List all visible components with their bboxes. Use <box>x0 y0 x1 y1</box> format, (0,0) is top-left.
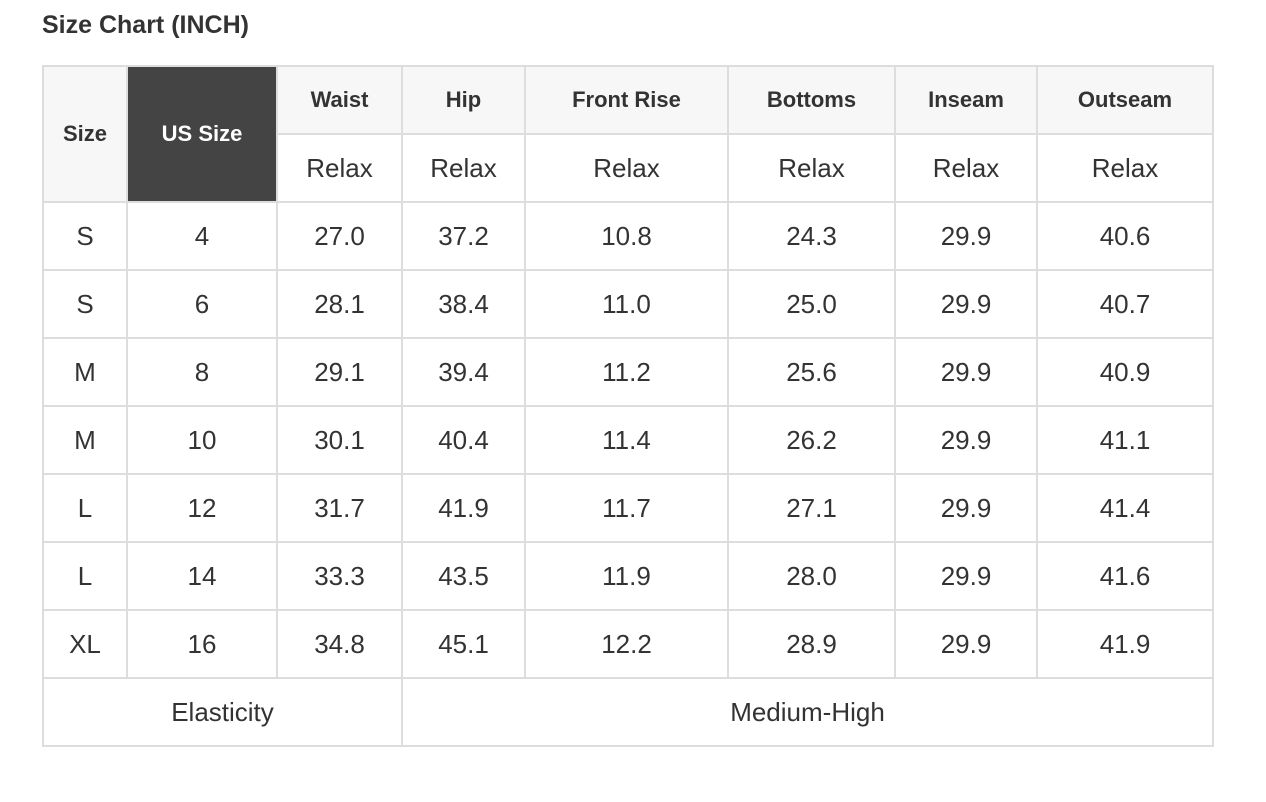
table-cell: M <box>42 337 128 407</box>
table-cell: 45.1 <box>401 609 526 679</box>
table-cell: 28.1 <box>276 269 403 339</box>
header-cell: Outseam <box>1036 65 1214 135</box>
table-cell: 25.6 <box>727 337 896 407</box>
table-cell: 40.7 <box>1036 269 1214 339</box>
table-row: S 6 28.1 38.4 11.0 25.0 29.9 40.7 <box>42 269 1214 339</box>
table-cell: 41.9 <box>1036 609 1214 679</box>
table-cell: 29.9 <box>894 201 1038 271</box>
table-cell: 16 <box>126 609 278 679</box>
table-cell: 29.1 <box>276 337 403 407</box>
subheader-row: Relax Relax Relax Relax Relax Relax <box>43 133 1214 203</box>
table-cell: 41.6 <box>1036 541 1214 611</box>
table-row: L 14 33.3 43.5 11.9 28.0 29.9 41.6 <box>42 541 1214 611</box>
header-row: Size US Size Waist Hip Front Rise Bottoms In… <box>42 65 1214 203</box>
table-cell: 12.2 <box>524 609 729 679</box>
table-cell: 28.0 <box>727 541 896 611</box>
table-cell: 6 <box>126 269 278 339</box>
table-row: M 10 30.1 40.4 11.4 26.2 29.9 41.1 <box>42 405 1214 475</box>
table-head: Size US Size Waist Hip Front Rise Bottoms In… <box>42 65 1214 203</box>
subheader-cell: Relax <box>401 133 526 203</box>
table-cell: 31.7 <box>276 473 403 543</box>
table-cell: 40.6 <box>1036 201 1214 271</box>
table-cell: 33.3 <box>276 541 403 611</box>
table-cell: 26.2 <box>727 405 896 475</box>
table-cell: 41.1 <box>1036 405 1214 475</box>
table-row: XL 16 34.8 45.1 12.2 28.9 29.9 41.9 <box>42 609 1214 679</box>
table-cell: 4 <box>126 201 278 271</box>
header-cell: Hip <box>401 65 526 135</box>
table-cell: L <box>42 473 128 543</box>
title: Size Chart (INCH) <box>42 11 249 39</box>
subheader-cell: Relax <box>894 133 1038 203</box>
table-cell: 40.4 <box>401 405 526 475</box>
header-cell: Front Rise <box>524 65 729 135</box>
table-cell: 28.9 <box>727 609 896 679</box>
table-cell: 10.8 <box>524 201 729 271</box>
table-cell: 11.7 <box>524 473 729 543</box>
table-cell: 40.9 <box>1036 337 1214 407</box>
size-table: Size US Size Waist Hip Front Rise Bottoms In… <box>42 65 1214 747</box>
table-cell: S <box>42 201 128 271</box>
table-row: M 8 29.1 39.4 11.2 25.6 29.9 40.9 <box>42 337 1214 407</box>
table-cell: 29.9 <box>894 541 1038 611</box>
table-row: S 4 27.0 37.2 10.8 24.3 29.9 40.6 <box>42 201 1214 271</box>
table-cell: L <box>42 541 128 611</box>
table-cell: XL <box>42 609 128 679</box>
table-cell: 29.9 <box>894 609 1038 679</box>
footer-value: Medium-High <box>401 677 1214 747</box>
table-cell: S <box>42 269 128 339</box>
table-cell: 37.2 <box>401 201 526 271</box>
table-cell: 10 <box>126 405 278 475</box>
table-cell: 11.2 <box>524 337 729 407</box>
table-cell: 11.0 <box>524 269 729 339</box>
table-cell: 29.9 <box>894 337 1038 407</box>
table-cell: 29.9 <box>894 473 1038 543</box>
table-cell: 29.9 <box>894 405 1038 475</box>
table-row: L 12 31.7 41.9 11.7 27.1 29.9 41.4 <box>42 473 1214 543</box>
subheader-cell: Relax <box>1036 133 1214 203</box>
table-cell: 14 <box>126 541 278 611</box>
header-cell: Size <box>42 65 128 203</box>
table-cell: 30.1 <box>276 405 403 475</box>
table-cell: 43.5 <box>401 541 526 611</box>
header-cell: Waist <box>276 65 403 135</box>
table-cell: 27.1 <box>727 473 896 543</box>
table-body: S 4 27.0 37.2 10.8 24.3 29.9 40.6 S 6 28.1 38.4 11.0… <box>42 201 1214 679</box>
subheader-cell: Relax <box>524 133 729 203</box>
table-cell: 25.0 <box>727 269 896 339</box>
table-cell: 11.9 <box>524 541 729 611</box>
footer-row: Elasticity Medium-High <box>42 677 1214 747</box>
header-cell: US Size <box>126 65 278 203</box>
table-cell: M <box>42 405 128 475</box>
subheader-cell: Relax <box>276 133 403 203</box>
table-cell: 24.3 <box>727 201 896 271</box>
table-cell: 11.4 <box>524 405 729 475</box>
table-cell: 39.4 <box>401 337 526 407</box>
table-cell: 41.9 <box>401 473 526 543</box>
table-cell: 27.0 <box>276 201 403 271</box>
table-cell: 8 <box>126 337 278 407</box>
header-cell: Inseam <box>894 65 1038 135</box>
footer-label: Elasticity <box>42 677 403 747</box>
table-cell: 34.8 <box>276 609 403 679</box>
table-cell: 12 <box>126 473 278 543</box>
subheader-cell: Relax <box>727 133 896 203</box>
table-cell: 38.4 <box>401 269 526 339</box>
table-cell: 29.9 <box>894 269 1038 339</box>
table-foot: Elasticity Medium-High <box>42 677 1214 747</box>
header-cell: Bottoms <box>727 65 896 135</box>
table-cell: 41.4 <box>1036 473 1214 543</box>
